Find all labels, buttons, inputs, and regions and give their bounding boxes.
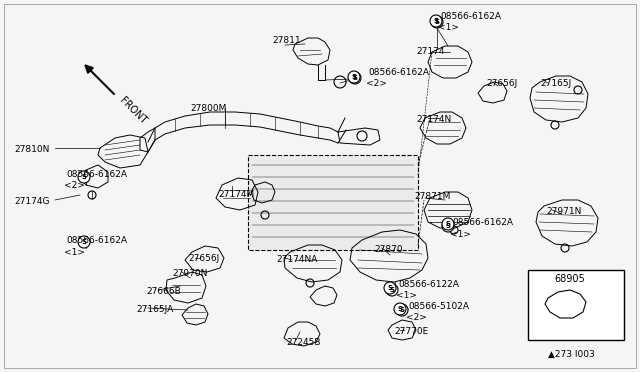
Bar	[528, 270, 624, 340]
Text: S: S	[445, 223, 451, 229]
Text: <2>: <2>	[366, 79, 387, 88]
Text: S: S	[81, 174, 86, 180]
Circle shape	[396, 304, 408, 316]
Text: S: S	[387, 285, 392, 291]
Circle shape	[442, 218, 454, 230]
Text: 27770E: 27770E	[394, 327, 428, 336]
Text: S: S	[351, 74, 356, 80]
Circle shape	[348, 71, 360, 83]
Text: S: S	[81, 239, 86, 245]
Text: 27800M: 27800M	[190, 104, 227, 113]
Text: 27666B: 27666B	[146, 287, 180, 296]
Text: ▲273 I003: ▲273 I003	[548, 350, 595, 359]
Text: 27811: 27811	[272, 36, 301, 45]
Circle shape	[386, 284, 398, 296]
Text: FRONT: FRONT	[118, 95, 148, 126]
Text: 08566-6162A: 08566-6162A	[452, 218, 513, 227]
Text: 27656J: 27656J	[486, 79, 517, 88]
Text: 27165J: 27165J	[540, 79, 572, 88]
Text: <1>: <1>	[396, 291, 417, 300]
Circle shape	[78, 171, 90, 183]
Text: 27970N: 27970N	[172, 269, 207, 278]
Text: 27871M: 27871M	[414, 192, 451, 201]
Bar	[248, 155, 418, 250]
Text: 27245B: 27245B	[286, 338, 321, 347]
Text: 08566-6122A: 08566-6122A	[398, 280, 459, 289]
Text: <2>: <2>	[64, 181, 85, 190]
Text: 27174N: 27174N	[416, 115, 451, 124]
Circle shape	[78, 236, 90, 248]
Circle shape	[431, 16, 443, 28]
Circle shape	[442, 220, 454, 232]
Text: 27174NA: 27174NA	[276, 255, 317, 264]
Text: 08566-6162A: 08566-6162A	[440, 12, 501, 21]
Text: 08566-6162A: 08566-6162A	[368, 68, 429, 77]
Circle shape	[384, 282, 396, 294]
Circle shape	[430, 15, 442, 27]
Text: 68905: 68905	[554, 274, 585, 284]
Text: S: S	[397, 306, 403, 312]
Text: 27165JA: 27165JA	[136, 305, 173, 314]
Text: 27174G: 27174G	[14, 197, 49, 206]
Text: 27174M: 27174M	[218, 190, 254, 199]
Circle shape	[394, 303, 406, 315]
Text: S: S	[390, 287, 394, 293]
Text: 08566-6162A: 08566-6162A	[66, 236, 127, 245]
Circle shape	[349, 72, 361, 84]
Text: <1>: <1>	[64, 248, 85, 257]
Text: 08566-6162A: 08566-6162A	[66, 170, 127, 179]
Text: S: S	[353, 75, 358, 81]
Text: S: S	[435, 19, 440, 25]
Text: S: S	[399, 307, 404, 313]
Text: S: S	[445, 221, 451, 227]
Text: <1>: <1>	[438, 23, 459, 32]
Text: 27656J: 27656J	[188, 254, 220, 263]
Text: 27870: 27870	[374, 245, 403, 254]
Text: 27174: 27174	[416, 47, 445, 56]
Text: S: S	[433, 18, 438, 24]
Text: <1>: <1>	[450, 230, 471, 239]
Text: 08566-5102A: 08566-5102A	[408, 302, 469, 311]
Text: 27971N: 27971N	[546, 207, 581, 216]
Text: <2>: <2>	[406, 313, 427, 322]
Text: 27810N: 27810N	[14, 145, 49, 154]
